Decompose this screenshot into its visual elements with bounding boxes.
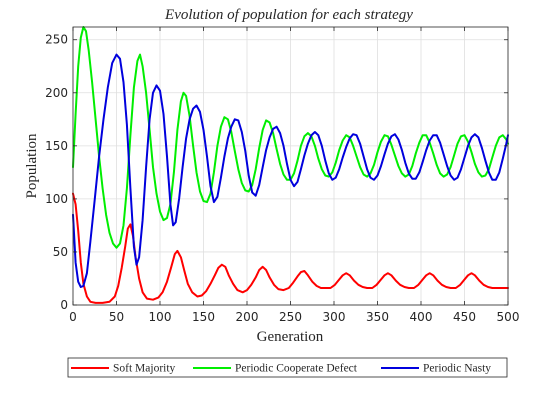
y-tick-label: 0: [60, 298, 68, 312]
x-tick-label: 150: [192, 310, 215, 324]
y-axis-label: Population: [24, 133, 40, 199]
x-axis-label: Generation: [257, 329, 324, 345]
ticks: 0 50 100 150 200 250 300 350 400 450 500 0 50 100 150 2…: [45, 27, 519, 324]
x-tick-label: 50: [109, 310, 124, 324]
legend: Soft Majority Periodic Cooperate Defect …: [67, 357, 508, 378]
x-tick-label: 200: [236, 310, 259, 324]
chart-title: Evolution of population for each strateg…: [164, 7, 413, 23]
y-tick-label: 50: [53, 245, 68, 259]
y-tick-label: 200: [45, 86, 68, 100]
series-line-periodic-nasty: [72, 53, 509, 288]
legend-box: [67, 357, 508, 378]
x-tick-label: 300: [323, 310, 346, 324]
x-tick-label: 450: [453, 310, 476, 324]
y-tick-label: 100: [45, 192, 68, 206]
x-tick-label: 500: [497, 310, 520, 324]
series-line-periodic-cooperate-defect: [72, 26, 509, 249]
legend-label-soft-majority: Soft Majority: [113, 363, 176, 375]
legend-label-periodic-cooperate-defect: Periodic Cooperate Defect: [235, 363, 358, 375]
x-tick-label: 400: [410, 310, 433, 324]
y-tick-label: 150: [45, 139, 68, 153]
series-layer: [72, 26, 509, 304]
x-tick-label: 100: [149, 310, 172, 324]
legend-label-periodic-nasty: Periodic Nasty: [423, 363, 491, 375]
x-tick-label: 0: [69, 310, 77, 324]
x-tick-label: 250: [279, 310, 302, 324]
x-tick-label: 350: [366, 310, 389, 324]
series-line-soft-majority: [72, 192, 509, 304]
y-tick-label: 250: [45, 33, 68, 47]
